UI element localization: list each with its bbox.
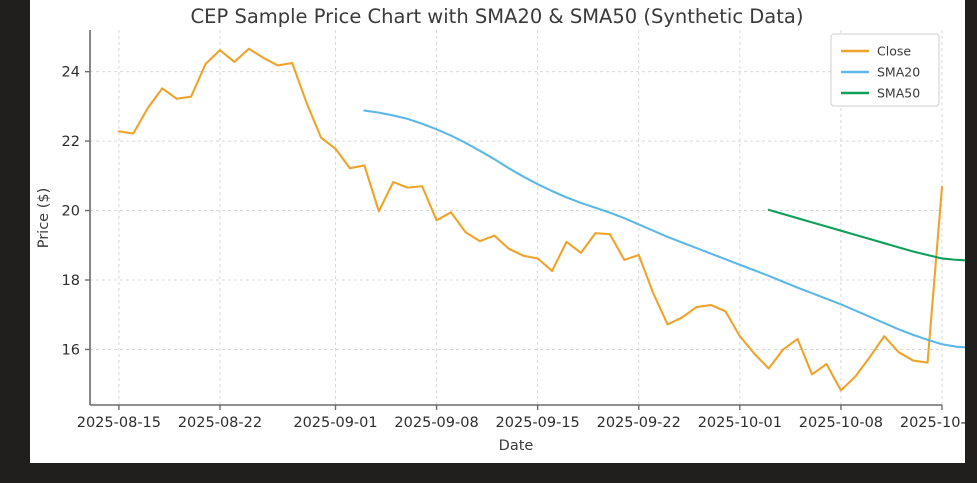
x-tick-label-1: 2025-08-22 bbox=[178, 415, 262, 431]
chart-figure: CEP Sample Price Chart with SMA20 & SMA5… bbox=[30, 0, 965, 463]
x-tick-labels: 2025-08-15 2025-08-22 2025-09-01 2025-09-08… bbox=[77, 415, 965, 431]
price-chart-svg[interactable]: CEP Sample Price Chart with SMA20 & SMA5… bbox=[30, 0, 965, 463]
legend-label-close[interactable]: Close bbox=[877, 44, 911, 59]
y-axis-label: Price ($) bbox=[36, 188, 52, 249]
gridlines bbox=[90, 30, 943, 405]
y-tick-marks bbox=[85, 70, 90, 351]
x-tick-label-4: 2025-09-15 bbox=[496, 415, 580, 431]
series-lines bbox=[117, 47, 965, 392]
y-tick-label-2: 20 bbox=[62, 204, 80, 220]
y-tick-label-0: 16 bbox=[62, 342, 80, 358]
series-line-close bbox=[117, 47, 944, 392]
x-tick-label-3: 2025-09-08 bbox=[394, 415, 478, 431]
y-tick-label-3: 22 bbox=[62, 134, 80, 150]
x-tick-label-7: 2025-10-08 bbox=[799, 415, 883, 431]
x-axis-label: Date bbox=[499, 438, 534, 454]
y-tick-label-4: 24 bbox=[62, 65, 80, 81]
legend-label-sma20[interactable]: SMA20 bbox=[877, 65, 920, 80]
legend-label-sma50[interactable]: SMA50 bbox=[877, 86, 920, 101]
y-tick-label-1: 18 bbox=[62, 273, 80, 289]
chart-legend[interactable]: Close SMA20 SMA50 bbox=[830, 33, 940, 107]
x-tick-label-5: 2025-09-22 bbox=[597, 415, 681, 431]
x-tick-label-2: 2025-09-01 bbox=[293, 415, 377, 431]
x-tick-label-8: 2025-10-15 bbox=[900, 415, 965, 431]
y-tick-labels: 16 18 20 22 24 bbox=[62, 65, 80, 359]
figure-background bbox=[30, 0, 965, 463]
series-line-sma50 bbox=[767, 208, 965, 262]
x-tick-marks bbox=[118, 405, 943, 410]
series-line-sma20 bbox=[363, 109, 965, 349]
x-tick-label-6: 2025-10-01 bbox=[698, 415, 782, 431]
x-tick-label-0: 2025-08-15 bbox=[77, 415, 161, 431]
chart-title: CEP Sample Price Chart with SMA20 & SMA5… bbox=[191, 5, 804, 28]
